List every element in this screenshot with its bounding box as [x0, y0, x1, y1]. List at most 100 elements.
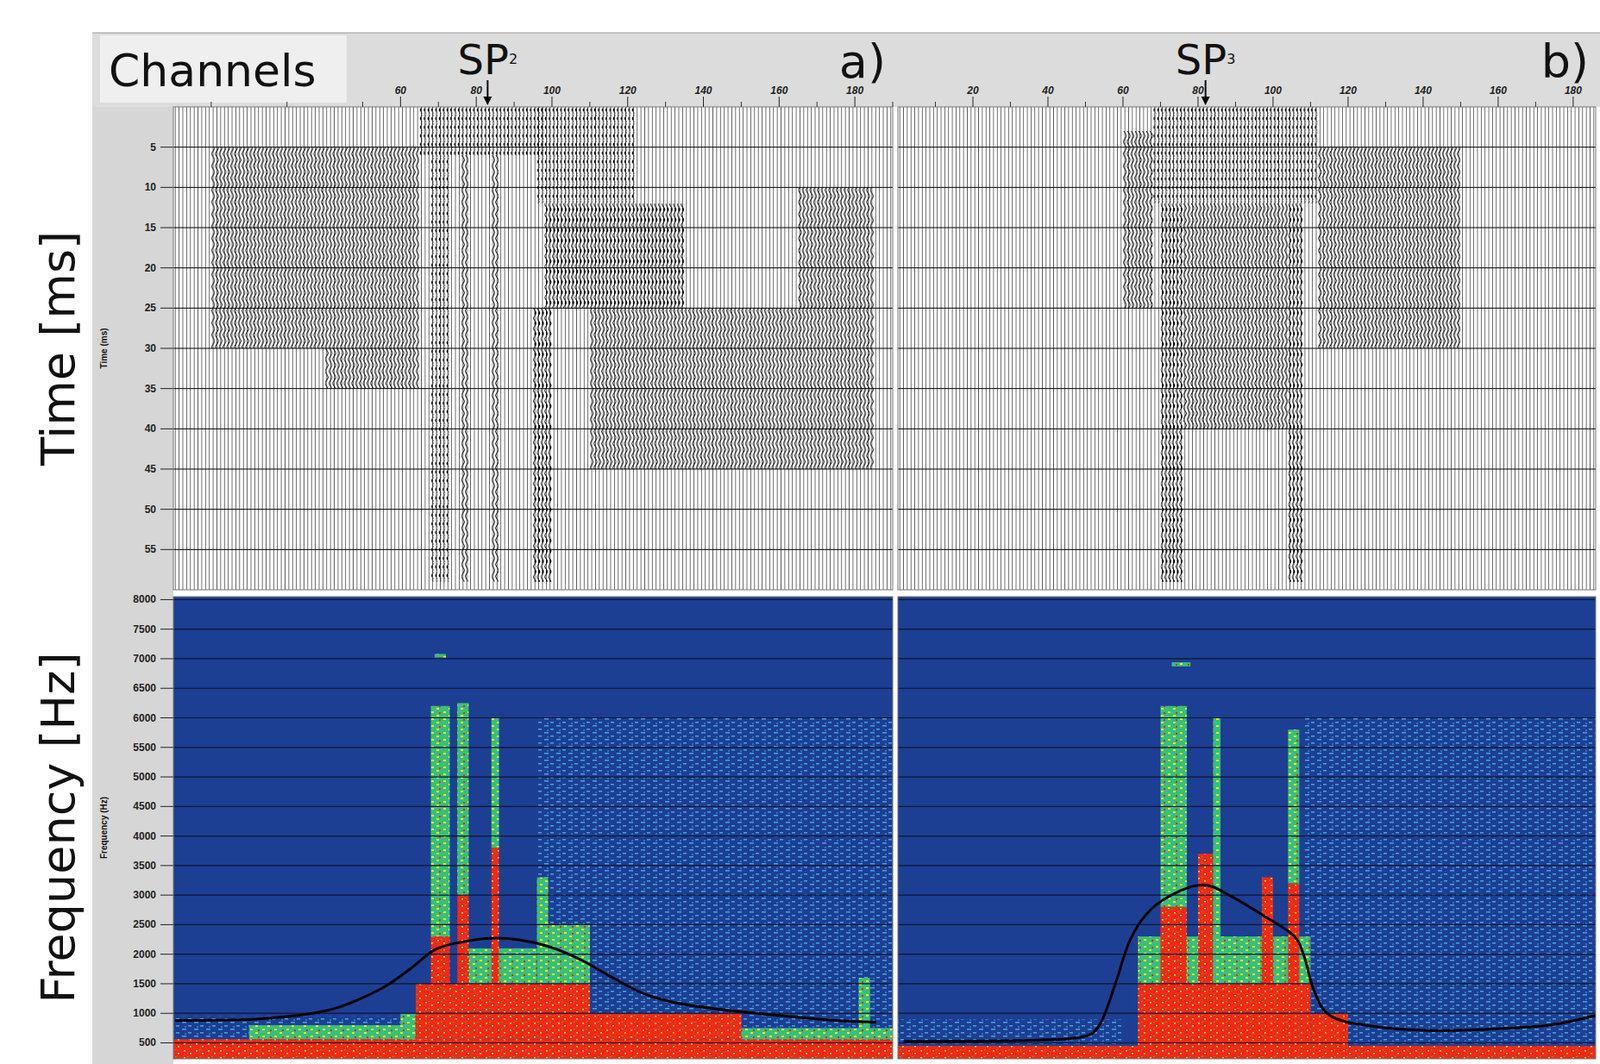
frequency-tick-label: 2000: [132, 948, 157, 961]
traces: [173, 106, 893, 590]
time-tick-label: 10: [144, 181, 157, 194]
channel-tick: [476, 96, 477, 107]
minor-tick: [589, 101, 590, 107]
spectrogram-marks: [897, 599, 1596, 1060]
channel-tick: [627, 96, 628, 107]
wiggle-zone: [1287, 203, 1303, 583]
frequency-grid-line: [897, 599, 1596, 601]
frequency-tick-label: 500: [138, 1036, 157, 1049]
spectrogram-cell: [552, 1013, 741, 1040]
spectrogram-cell: [1198, 853, 1213, 985]
spectrogram-cell: [1261, 878, 1274, 985]
time-grid-line: [897, 549, 1596, 551]
channel-tick: [1572, 96, 1574, 107]
channel-tick-label: 160: [770, 84, 788, 97]
frequency-tick: [160, 688, 174, 690]
channel-tick: [1422, 96, 1424, 107]
time-tick-label: 40: [144, 422, 157, 435]
frequency-grid-line: [897, 924, 1596, 926]
spectrogram-cell: [1212, 718, 1221, 985]
time-tick: [160, 146, 174, 148]
minor-tick: [1310, 101, 1312, 107]
frequency-grid-line: [897, 717, 1596, 719]
channel-tick-label: 100: [543, 84, 561, 97]
wiggle-zone: [536, 106, 635, 204]
channel-tick-label: 100: [1264, 84, 1282, 97]
frequency-grid-line: [173, 924, 893, 926]
spectrogram-cell: [858, 978, 870, 1040]
time-marks: [173, 106, 893, 583]
time-plot-bg: [897, 106, 1596, 590]
spectrogram-cell: [491, 847, 500, 985]
time-tick-label: 20: [144, 262, 157, 275]
time-tick: [160, 227, 174, 229]
wiggle-zone: [419, 106, 545, 156]
time-grid-line: [897, 307, 1596, 309]
frequency-grid-line: [173, 983, 893, 985]
frequency-tick: [160, 806, 174, 808]
frequency-tick-label: 4500: [132, 800, 157, 813]
frequency-tick: [160, 717, 174, 719]
frequency-tick-label: 4000: [132, 830, 157, 843]
spectrogram-cell: [173, 1039, 893, 1060]
frequency-tick-label: 1500: [132, 978, 157, 991]
time-tick-label: 50: [144, 503, 157, 516]
spectrogram-bg: [897, 596, 1596, 1060]
spectrogram-cell: [1160, 907, 1186, 985]
time-grid-line: [173, 549, 893, 551]
frame-line: [92, 32, 1600, 34]
spectrogram-cell: [1137, 984, 1311, 1047]
spectrogram-cell: [536, 878, 548, 985]
frequency-tick: [160, 924, 174, 926]
frequency-grid-line: [173, 895, 893, 897]
time-tick: [160, 549, 174, 551]
time-grid-line: [173, 307, 893, 309]
time-grid-line: [897, 267, 1596, 269]
channel-tick-label: 20: [966, 84, 979, 97]
time-tick-label: 35: [144, 382, 157, 396]
spectrogram-cell: [457, 895, 469, 985]
shot-point-arrow: [483, 80, 492, 106]
minor-tick: [1460, 101, 1462, 107]
wiggle-zone: [1123, 131, 1154, 308]
time-axis-small-title: Time (ms): [99, 327, 109, 369]
frequency-tick: [160, 628, 174, 630]
minor-tick: [514, 101, 515, 107]
time-tick-label: 45: [144, 463, 157, 476]
minor-tick: [1535, 101, 1537, 107]
shot-point-subscript: 3: [1226, 50, 1236, 68]
frequency-grid-line: [897, 983, 1596, 985]
time-grid-line: [897, 187, 1596, 189]
time-tick: [160, 187, 174, 189]
frequency-grid-line: [173, 835, 893, 837]
minor-tick: [816, 101, 818, 107]
wiggle-zone: [797, 187, 874, 470]
wiggle-zone: [533, 307, 553, 582]
channel-tick: [1197, 96, 1199, 107]
frequency-tick-label: 3000: [132, 889, 157, 902]
shot-point-label: SP2: [458, 35, 519, 84]
spectrogram-frame: [173, 596, 893, 1060]
frequency-tick-label: 5500: [132, 741, 157, 754]
frequency-grid-line: [897, 776, 1596, 778]
channel-tick: [972, 96, 973, 107]
channel-tick: [1497, 96, 1499, 107]
frequency-grid-line: [897, 806, 1596, 808]
arrow-shaft: [1204, 80, 1207, 99]
channel-tick: [702, 96, 704, 107]
arrow-shaft: [486, 80, 489, 99]
frequency-grid-line: [173, 599, 893, 601]
wiggle-zone: [491, 155, 500, 583]
channel-tick: [1347, 96, 1349, 107]
time-plot-frame: [897, 106, 1596, 590]
wiggle-zone: [430, 155, 450, 583]
envelope-curve: [175, 938, 877, 1023]
figure: Time [ms]Frequency [Hz]Time (ms)Frequenc…: [0, 0, 1600, 1064]
frequency-grid-line: [173, 1013, 893, 1015]
minor-tick: [438, 101, 440, 107]
channels-box: [100, 35, 347, 103]
frequency-grid-line: [897, 628, 1596, 630]
channel-tick: [400, 96, 402, 107]
frequency-grid-line: [173, 746, 893, 748]
time-tick-label: 30: [144, 342, 157, 355]
